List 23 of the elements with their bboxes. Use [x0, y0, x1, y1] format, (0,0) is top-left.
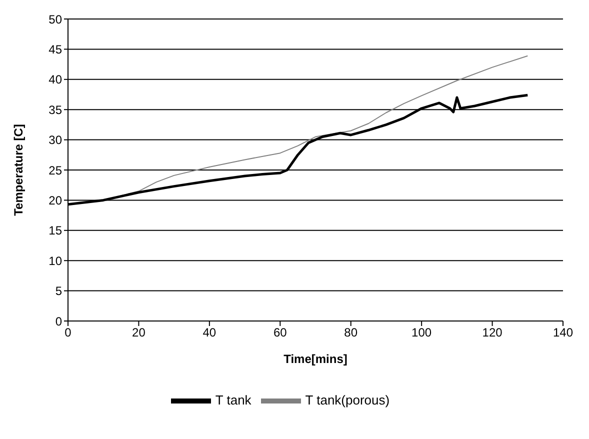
y-tick-label: 5: [55, 284, 62, 298]
x-tick-label: 60: [273, 326, 288, 340]
y-axis-title: Temperature [C]: [11, 124, 26, 216]
y-tick-label: 15: [48, 224, 62, 238]
y-tick-label: 25: [48, 163, 62, 178]
legend-label: T tank(porous): [305, 392, 390, 408]
y-tick-label: 50: [48, 12, 62, 26]
x-tick-label: 100: [412, 326, 432, 340]
x-tick-label: 140: [552, 326, 574, 340]
x-tick-label: 40: [202, 326, 216, 340]
y-tick-label: 20: [48, 193, 62, 208]
y-tick-label: 0: [55, 314, 62, 328]
x-tick-label: 120: [482, 326, 503, 340]
y-tick-label: 35: [48, 102, 62, 117]
y-tick-label: 30: [48, 133, 62, 148]
legend-label: T tank: [215, 392, 252, 408]
x-tick-label: 80: [344, 326, 358, 340]
x-axis-title: Time[mins]: [284, 352, 348, 366]
y-tick-label: 10: [48, 254, 62, 268]
y-tick-label: 40: [48, 72, 62, 87]
y-tick-label: 45: [48, 42, 62, 56]
x-tick-label: 20: [132, 326, 146, 340]
x-tick-label: 0: [64, 326, 72, 340]
